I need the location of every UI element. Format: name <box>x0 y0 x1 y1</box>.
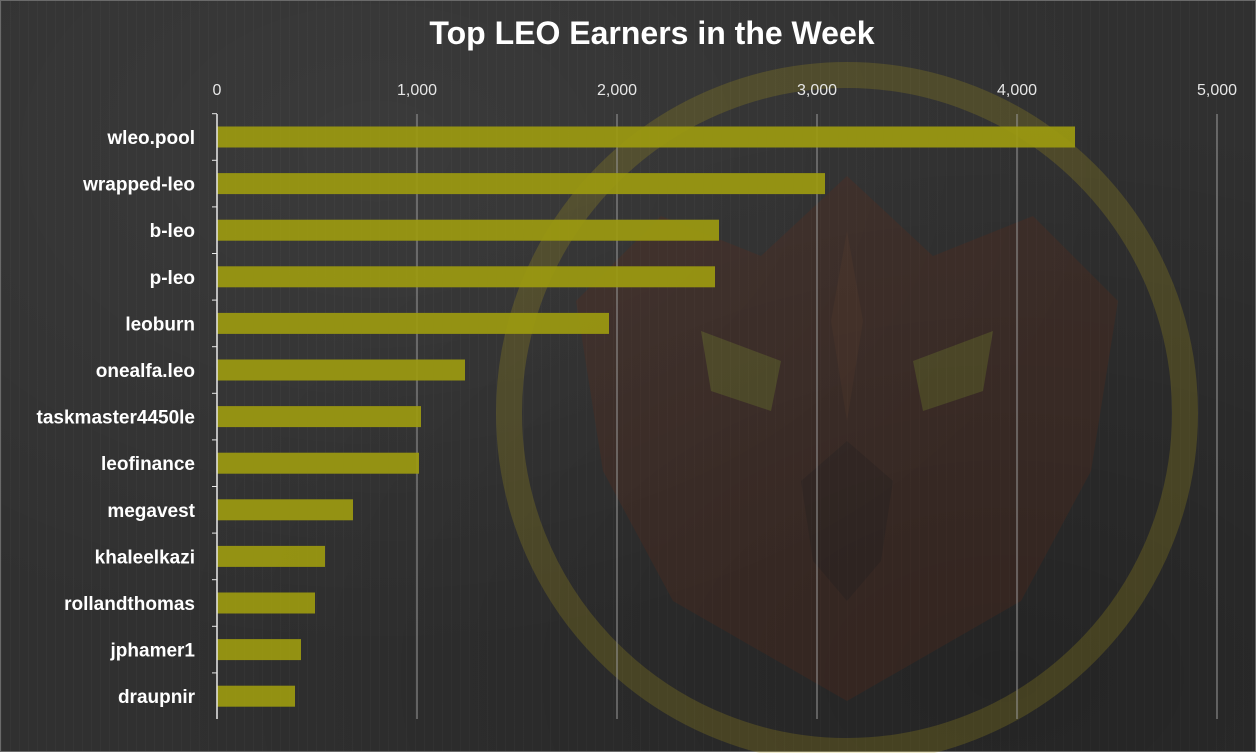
bar-onealfa.leo <box>217 359 465 381</box>
bar-b-leo <box>217 219 719 241</box>
lion-shield-watermark-icon <box>496 62 1198 753</box>
category-label: leofinance <box>101 454 195 475</box>
x-tick-label: 0 <box>213 82 222 99</box>
bar-wrapped-leo <box>217 173 825 195</box>
category-label: draupnir <box>118 687 196 708</box>
category-label: wleo.pool <box>106 128 195 149</box>
chart-title: Top LEO Earners in the Week <box>429 15 874 51</box>
category-label: megavest <box>107 501 195 522</box>
y-axis-category-labels: wleo.pool wrapped-leo b-leo p-leo leoburn one… <box>37 113 217 708</box>
category-label: leoburn <box>125 314 195 335</box>
bar-leofinance <box>217 452 419 474</box>
bar-taskmaster4450le <box>217 406 421 428</box>
bar-wleo.pool <box>217 126 1075 148</box>
x-tick-label: 5,000 <box>1197 82 1237 99</box>
category-label: b-leo <box>150 221 195 242</box>
category-label: jphamer1 <box>110 641 196 662</box>
category-label: p-leo <box>150 268 195 289</box>
bars <box>217 126 1075 707</box>
bar-draupnir <box>217 685 295 707</box>
x-tick-label: 1,000 <box>397 82 437 99</box>
bar-jphamer1 <box>217 639 301 661</box>
category-label: wrapped-leo <box>82 175 195 196</box>
bar-megavest <box>217 499 353 521</box>
category-label: rollandthomas <box>64 594 195 615</box>
x-tick-label: 3,000 <box>797 82 837 99</box>
x-axis-tick-labels: 0 1,000 2,000 3,000 4,000 5,000 <box>213 82 1238 99</box>
bar-leoburn <box>217 312 609 334</box>
bar-p-leo <box>217 266 715 288</box>
x-tick-label: 2,000 <box>597 82 637 99</box>
x-tick-label: 4,000 <box>997 82 1037 99</box>
category-label: onealfa.leo <box>96 361 195 382</box>
bar-khaleelkazi <box>217 545 325 567</box>
category-label: taskmaster4450le <box>37 408 195 429</box>
category-label: khaleelkazi <box>95 547 195 568</box>
bar-rollandthomas <box>217 592 315 614</box>
